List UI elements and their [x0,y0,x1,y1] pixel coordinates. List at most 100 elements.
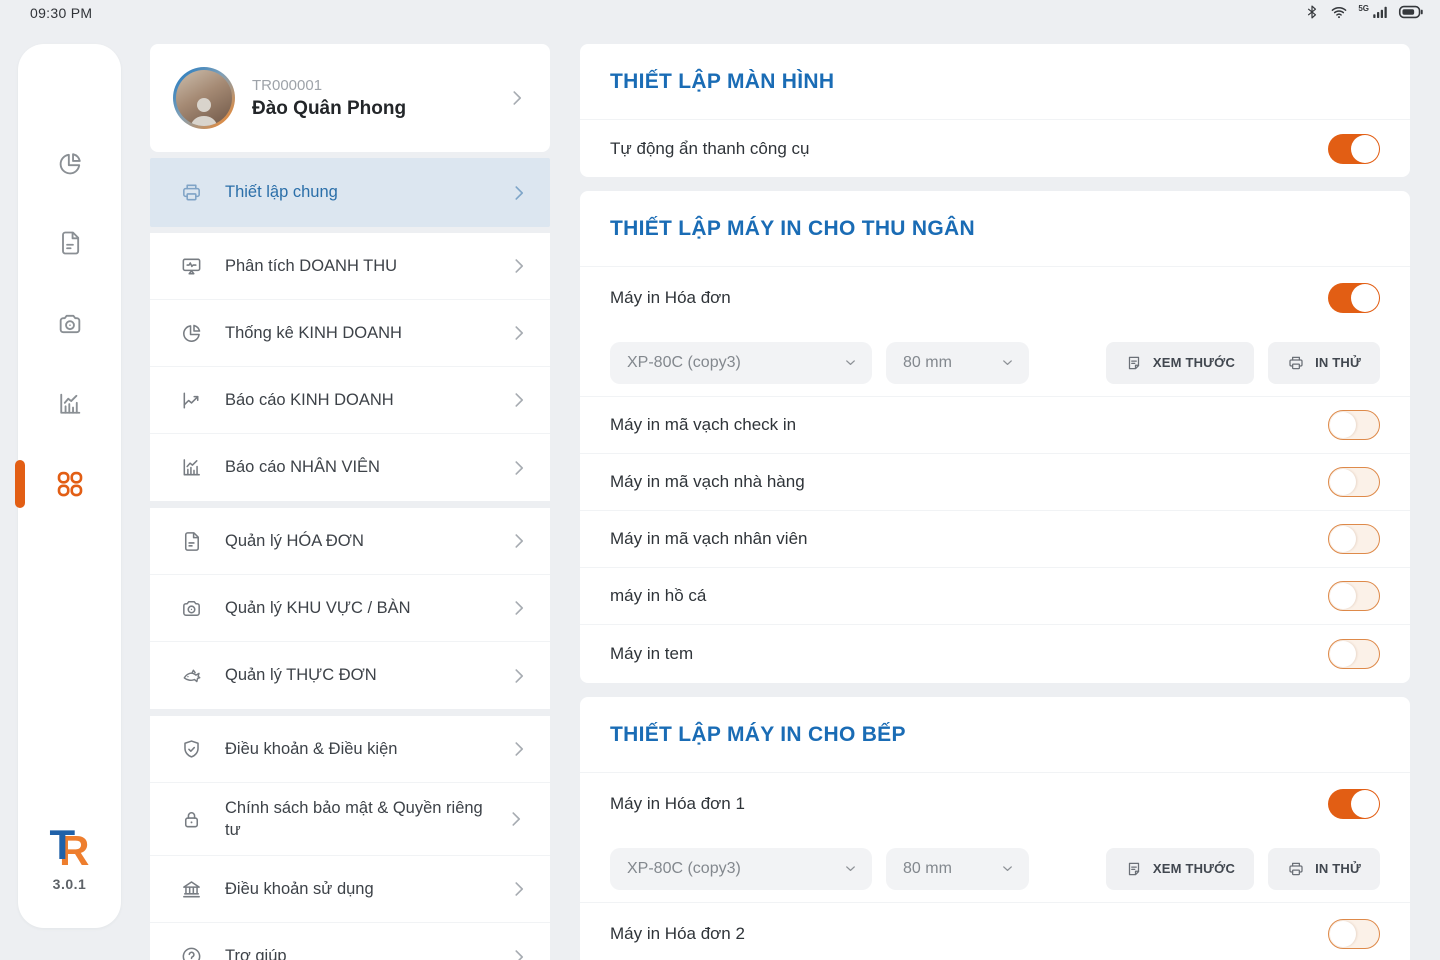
setting-label: Máy in Hóa đơn [610,288,731,307]
chevron-right-icon [505,808,527,830]
setting-label: máy in hồ cá [610,586,707,605]
rail-item-analytics[interactable] [18,140,121,188]
chevron-right-icon [508,322,530,344]
bluetooth-icon [1304,3,1320,21]
setting-row-invoice-printer: Máy in Hóa đơn [580,267,1410,329]
invoice-printer-toggle[interactable] [1328,283,1380,313]
barcode-staff-toggle[interactable] [1328,524,1380,554]
camera-icon [180,597,203,620]
camera-icon [56,310,84,338]
bar-chart-icon [56,390,84,418]
printer-select-value: XP-80C (copy3) [627,353,741,371]
chevron-right-icon [508,182,530,204]
test-print-button[interactable]: IN THỬ [1268,847,1380,890]
section-cashier-printers: THIẾT LẬP MÁY IN CHO THU NGÂN Máy in Hóa… [580,191,1410,683]
rail-item-settings[interactable] [18,460,121,508]
wifi-icon [1329,3,1349,21]
settings-menu: TR000001 Đào Quân Phong Thiết lập chung … [150,44,550,960]
chevron-right-icon [508,878,530,900]
rail-item-reports[interactable] [18,380,121,428]
nav-rail: T R 3.0.1 [15,44,121,928]
setting-row-kitchen-invoice-1: Máy in Hóa đơn 1 [580,773,1410,835]
chevron-right-icon [508,946,530,960]
menu-item-privacy-policy[interactable]: Chính sách bảo mật & Quyền riêng tư [150,783,550,856]
fish-icon [180,664,203,687]
menu-item-menu-management[interactable]: Quản lý THỰC ĐƠN [150,642,550,709]
chevron-right-icon [508,530,530,552]
paper-size-value: 80 mm [903,353,952,371]
menu-item-label: Chính sách bảo mật & Quyền riêng tư [225,798,483,839]
label-printer-toggle[interactable] [1328,638,1380,669]
setting-label: Máy in mã vạch nhà hàng [610,472,805,491]
menu-item-label: Thống kê KINH DOANH [225,323,402,342]
section-screen-settings: THIẾT LẬP MÀN HÌNH Tự động ẩn thanh công… [580,44,1410,177]
menu-item-help[interactable]: Trợ giúp [150,923,550,960]
barcode-checkin-toggle[interactable] [1328,410,1380,440]
section-header: THIẾT LẬP MÁY IN CHO THU NGÂN [580,191,1410,267]
app-logo: T R [18,824,121,872]
note-icon [1125,860,1143,878]
note-icon [1125,354,1143,372]
logo-letter-r: R [59,827,90,874]
preview-button[interactable]: XEM THƯỚC [1105,341,1255,384]
chevron-down-icon [843,861,858,876]
rail-item-areas[interactable] [18,300,121,348]
section-kitchen-printers: THIẾT LẬP MÁY IN CHO BẾP Máy in Hóa đơn … [580,697,1410,960]
paper-size-select[interactable]: 80 mm [886,341,1029,384]
test-print-button-label: IN THỬ [1315,861,1361,876]
setting-row-barcode-staff: Máy in mã vạch nhân viên [580,511,1410,568]
setting-label: Máy in mã vạch check in [610,415,797,434]
menu-item-general-settings[interactable]: Thiết lập chung [150,158,550,227]
menu-item-label: Trợ giúp [225,947,287,960]
test-print-button[interactable]: IN THỬ [1268,341,1380,384]
network-type-label: 5G [1358,4,1369,13]
chevron-down-icon [1000,355,1015,370]
setting-label: Máy in mã vạch nhân viên [610,529,808,548]
setting-label: Máy in tem [610,643,694,663]
setting-row-barcode-checkin: Máy in mã vạch check in [580,397,1410,454]
menu-item-label: Quản lý KHU VỰC / BÀN [225,598,411,617]
setting-row-kitchen-invoice-2: Máy in Hóa đơn 2 [580,903,1410,960]
menu-item-terms-of-use[interactable]: Điều khoản sử dụng [150,856,550,923]
pie-chart-icon [180,322,203,345]
bank-icon [180,878,203,901]
settings-content: THIẾT LẬP MÀN HÌNH Tự động ẩn thanh công… [580,44,1410,960]
menu-item-staff-report[interactable]: Báo cáo NHÂN VIÊN [150,434,550,501]
menu-item-label: Quản lý THỰC ĐƠN [225,666,377,685]
profile-card[interactable]: TR000001 Đào Quân Phong [150,44,550,152]
printer-select[interactable]: XP-80C (copy3) [610,847,872,890]
section-title: THIẾT LẬP MÁY IN CHO THU NGÂN [610,216,975,240]
chevron-right-icon [508,389,530,411]
kitchen-invoice-1-toggle[interactable] [1328,789,1380,819]
preview-button[interactable]: XEM THƯỚC [1105,847,1255,890]
menu-item-invoice-management[interactable]: Quản lý HÓA ĐƠN [150,508,550,575]
menu-item-business-report[interactable]: Báo cáo KINH DOANH [150,367,550,434]
section-header: THIẾT LẬP MÁY IN CHO BẾP [580,697,1410,773]
menu-item-terms-conditions[interactable]: Điều khoản & Điều kiện [150,716,550,783]
menu-item-business-stats[interactable]: Thống kê KINH DOANH [150,300,550,367]
auto-hide-toolbar-toggle[interactable] [1328,133,1380,164]
rail-item-documents[interactable] [18,219,121,267]
setting-row-barcode-restaurant: Máy in mã vạch nhà hàng [580,454,1410,511]
menu-group-legal: Điều khoản & Điều kiện Chính sách bảo mậ… [150,716,550,960]
fish-tank-printer-toggle[interactable] [1328,581,1380,611]
menu-item-label: Báo cáo NHÂN VIÊN [225,458,380,477]
document-icon [180,530,203,553]
paper-size-select[interactable]: 80 mm [886,847,1029,890]
chevron-right-icon [508,665,530,687]
menu-item-label: Điều khoản & Điều kiện [225,739,398,758]
printer-icon [1287,354,1305,372]
shield-check-icon [180,738,203,761]
printer-controls-row: XP-80C (copy3) 80 mm XEM THƯỚC IN THỬ [580,329,1410,397]
menu-item-area-table-management[interactable]: Quản lý KHU VỰC / BÀN [150,575,550,642]
barcode-restaurant-toggle[interactable] [1328,467,1380,497]
document-icon [56,229,84,257]
monitor-chart-icon [180,255,203,278]
kitchen-invoice-2-toggle[interactable] [1328,919,1380,949]
preview-button-label: XEM THƯỚC [1152,861,1236,876]
printer-select[interactable]: XP-80C (copy3) [610,341,872,384]
pie-chart-icon [56,150,84,178]
menu-item-label: Phân tích DOANH THU [225,256,398,275]
bar-chart-icon [180,456,203,479]
menu-item-revenue-analysis[interactable]: Phân tích DOANH THU [150,233,550,300]
